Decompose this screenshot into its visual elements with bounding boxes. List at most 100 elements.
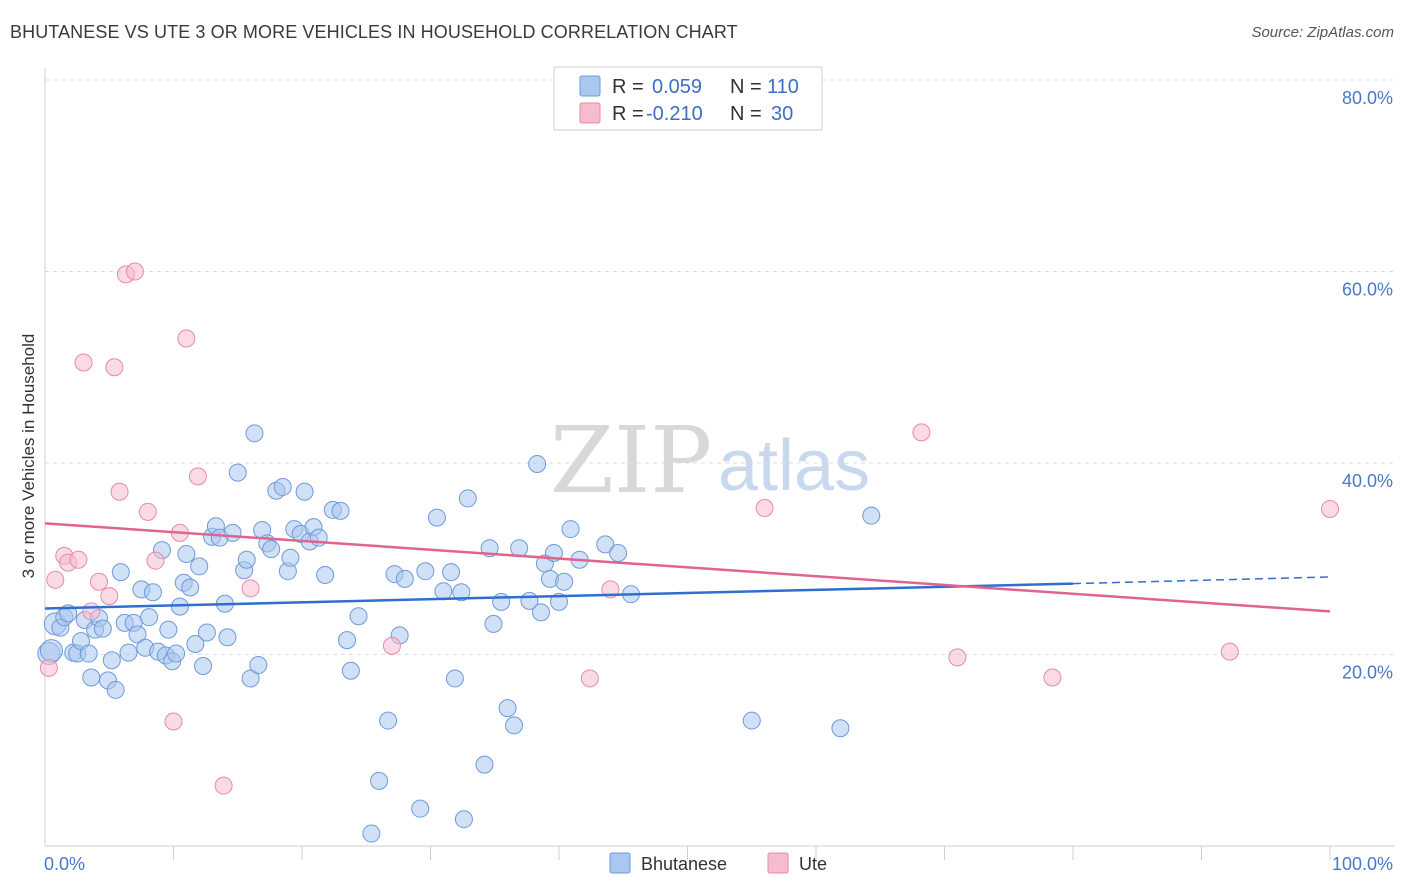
bhutanese-point-69[interactable] (337, 631, 356, 650)
bhutanese-point-35[interactable] (177, 544, 196, 563)
bhutanese-point-36[interactable] (181, 578, 200, 597)
ute-point-14[interactable] (146, 551, 165, 570)
bhutanese-point-73[interactable] (370, 771, 389, 790)
bhutanese-point-47[interactable] (228, 463, 247, 482)
bhutanese-point-68[interactable] (331, 501, 350, 520)
ute-point-13[interactable] (138, 502, 157, 521)
bhutanese-point-102[interactable] (561, 520, 580, 539)
bhutanese-point-82[interactable] (442, 563, 461, 582)
bhutanese-point-70[interactable] (341, 661, 360, 680)
bhutanese-point-51[interactable] (245, 424, 264, 443)
ute-trendline (44, 522, 1331, 613)
bhutanese-point-26[interactable] (143, 583, 162, 602)
bhutanese-point-91[interactable] (498, 699, 517, 718)
bhutanese-point-83[interactable] (445, 669, 464, 688)
bottom-legend: Bhutanese Ute (609, 852, 827, 874)
bhutanese-point-22[interactable] (128, 625, 147, 644)
bhutanese-point-32[interactable] (167, 644, 186, 663)
ute-point-15[interactable] (164, 712, 183, 731)
bhutanese-point-20[interactable] (119, 643, 138, 662)
bhutanese-point-85[interactable] (454, 810, 473, 829)
ute-point-7[interactable] (89, 572, 108, 591)
bhutanese-point-74[interactable] (379, 711, 398, 730)
legend-swatch-ute (579, 102, 601, 124)
bhutanese-point-108[interactable] (831, 719, 850, 738)
bhutanese-point-104[interactable] (596, 535, 615, 554)
ute-point-22[interactable] (580, 669, 599, 688)
ute-point-4[interactable] (69, 550, 88, 569)
bhutanese-point-62[interactable] (295, 482, 314, 501)
bhutanese-point-16[interactable] (102, 651, 121, 670)
bhutanese-point-101[interactable] (555, 572, 574, 591)
bhutanese-point-109[interactable] (862, 506, 881, 525)
bhutanese-point-90[interactable] (492, 592, 511, 611)
bhutanese-point-66[interactable] (316, 566, 335, 585)
bhutanese-point-80[interactable] (427, 508, 446, 527)
legend-n-value-1: 110 (767, 76, 799, 98)
bhutanese-point-77[interactable] (395, 569, 414, 588)
bhutanese-point-57[interactable] (273, 477, 292, 496)
bhutanese-point-100[interactable] (550, 592, 568, 611)
bhutanese-point-40[interactable] (197, 623, 216, 642)
bhutanese-point-49[interactable] (237, 550, 256, 569)
bhutanese-point-95[interactable] (528, 454, 547, 473)
ute-point-5[interactable] (74, 353, 93, 372)
bhutanese-point-71[interactable] (349, 607, 368, 626)
source-credit: Source: ZipAtlas.com (1251, 24, 1394, 41)
bhutanese-point-46[interactable] (223, 523, 242, 542)
bhutanese-point-11[interactable] (82, 668, 101, 687)
bhutanese-point-1[interactable] (39, 639, 63, 663)
bhutanese-point-92[interactable] (505, 716, 524, 735)
bhutanese-point-55[interactable] (262, 540, 281, 559)
bhutanese-point-84[interactable] (452, 583, 471, 602)
bhutanese-point-18[interactable] (111, 563, 130, 582)
ute-point-0[interactable] (39, 658, 58, 677)
bhutanese-point-59[interactable] (281, 548, 300, 567)
bhutanese-point-89[interactable] (484, 614, 503, 633)
bhutanese-point-52[interactable] (249, 656, 268, 675)
ute-point-9[interactable] (105, 358, 124, 377)
bhutanese-point-37[interactable] (186, 634, 205, 653)
ute-point-12[interactable] (125, 262, 144, 281)
bhutanese-point-14[interactable] (93, 619, 112, 638)
bhutanese-point-96[interactable] (532, 603, 551, 622)
bhutanese-point-107[interactable] (742, 711, 761, 730)
bhutanese-point-39[interactable] (194, 656, 213, 675)
ute-points[interactable] (39, 262, 1339, 795)
ute-point-26[interactable] (948, 648, 967, 667)
bhutanese-point-87[interactable] (475, 755, 494, 774)
ute-point-18[interactable] (188, 467, 207, 486)
ute-point-25[interactable] (912, 423, 931, 442)
bhutanese-point-79[interactable] (416, 562, 435, 581)
bhutanese-point-17[interactable] (106, 680, 125, 699)
ute-point-24[interactable] (755, 499, 774, 518)
bhutanese-point-10[interactable] (79, 644, 98, 663)
ute-point-19[interactable] (214, 776, 233, 795)
bhutanese-point-86[interactable] (458, 489, 477, 508)
ute-point-10[interactable] (110, 482, 129, 501)
ute-point-1[interactable] (46, 570, 65, 589)
ute-point-17[interactable] (177, 329, 196, 348)
legend-n-label-2: N = (730, 103, 762, 125)
ute-point-8[interactable] (100, 587, 119, 606)
legend-box: R = 0.059 N = 110 R = -0.210 N = 30 (553, 66, 823, 131)
bhutanese-point-105[interactable] (609, 544, 628, 563)
ute-point-21[interactable] (382, 636, 401, 655)
ute-point-29[interactable] (1321, 499, 1339, 518)
ute-point-27[interactable] (1043, 668, 1062, 687)
bhutanese-point-72[interactable] (362, 824, 381, 843)
chart-title: BHUTANESE VS UTE 3 OR MORE VEHICLES IN H… (10, 22, 738, 42)
bhutanese-point-78[interactable] (411, 799, 430, 818)
bhutanese-point-50[interactable] (241, 669, 260, 688)
bhutanese-point-81[interactable] (434, 582, 453, 601)
ute-point-20[interactable] (241, 579, 260, 598)
bhutanese-point-30[interactable] (159, 620, 178, 639)
bhutanese-point-25[interactable] (140, 608, 159, 627)
ute-point-6[interactable] (82, 602, 101, 621)
bhutanese-point-45[interactable] (218, 628, 237, 647)
ute-point-28[interactable] (1220, 642, 1239, 661)
bhutanese-point-38[interactable] (190, 557, 209, 576)
watermark-zip: ZIP (550, 407, 712, 514)
bhutanese-points[interactable] (37, 424, 881, 843)
